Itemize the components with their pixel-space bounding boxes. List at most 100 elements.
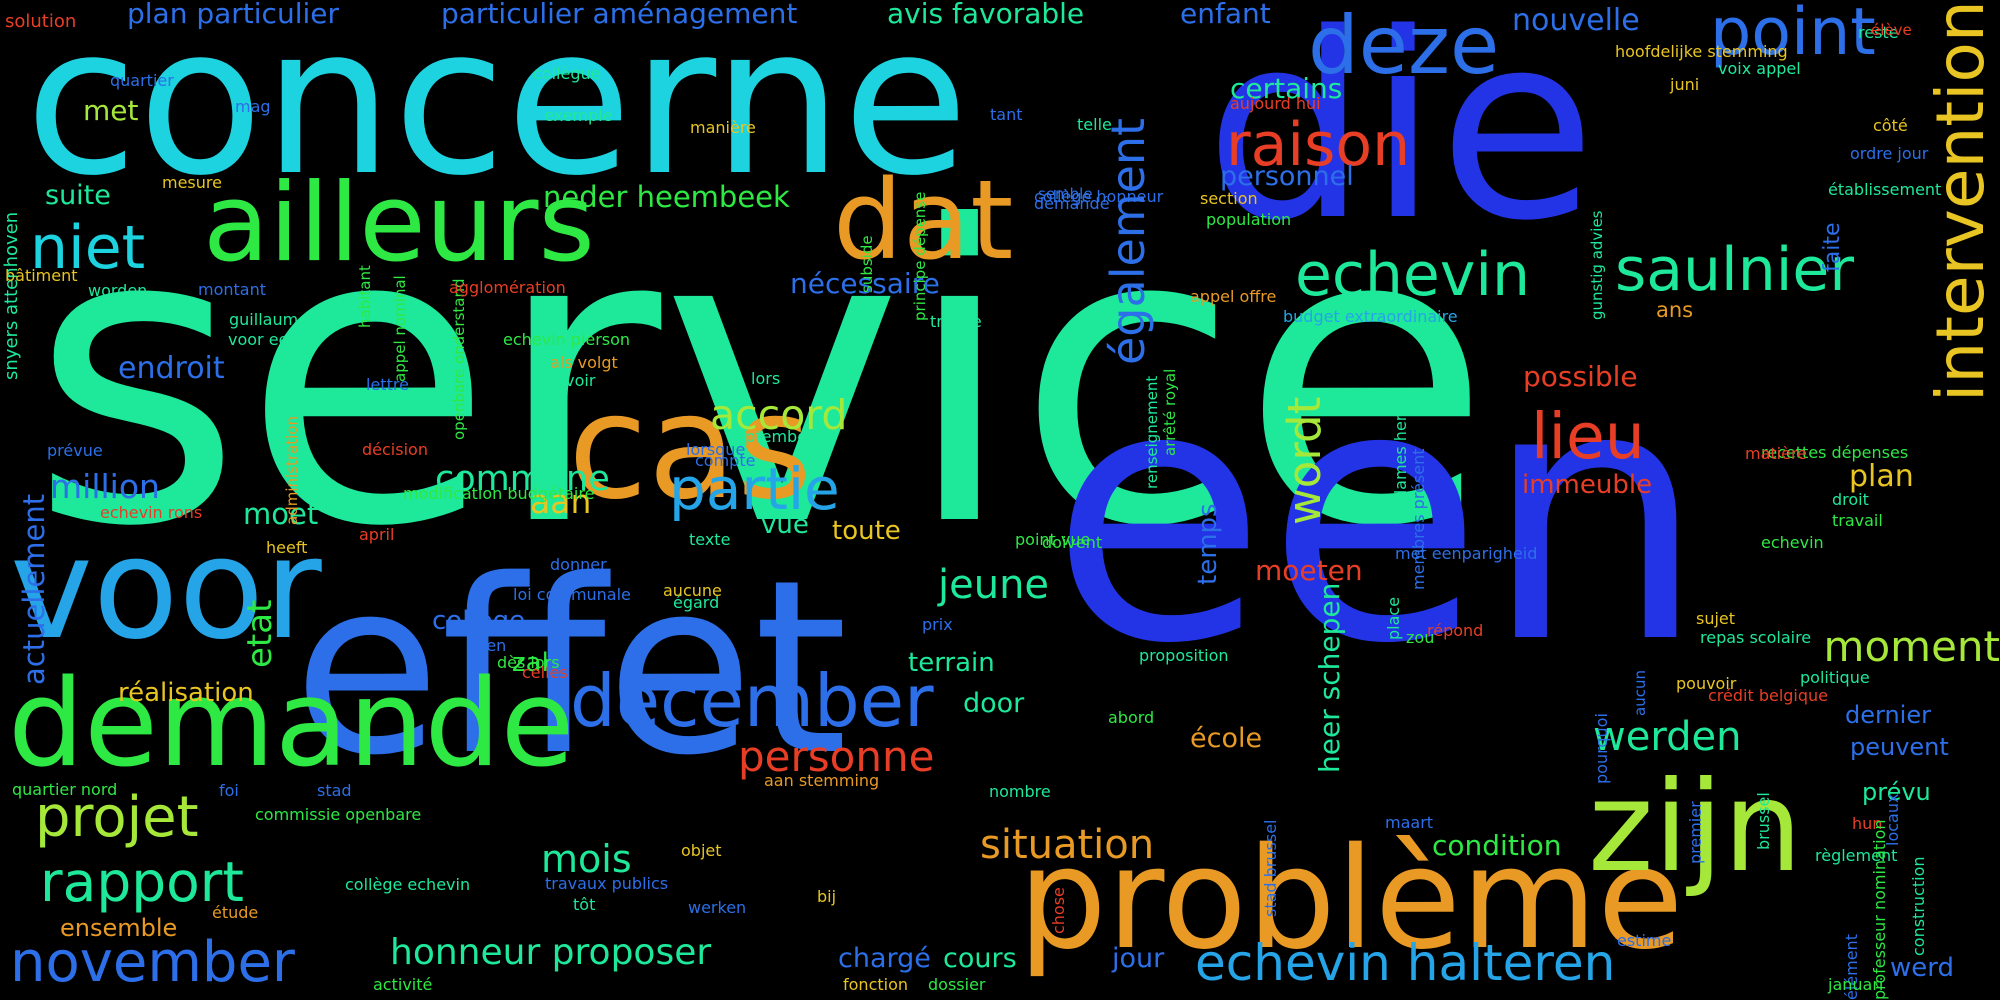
cloud-word: hoofdelijke stemming <box>1615 42 1788 61</box>
cloud-word: aujourd hui <box>1230 94 1321 113</box>
cloud-word: november <box>10 930 295 995</box>
cloud-word: celles <box>522 663 568 682</box>
cloud-word: zijn <box>1588 755 1803 900</box>
cloud-word: égard <box>673 593 720 612</box>
cloud-word: professeur nomination <box>1870 819 1889 1000</box>
cloud-word: januari <box>1828 975 1884 994</box>
cloud-word: problème <box>1018 818 1684 981</box>
cloud-word: million <box>50 467 160 506</box>
cloud-word: wordt <box>1278 396 1331 525</box>
cloud-word: avis favorable <box>887 0 1085 30</box>
cloud-word: saulnier <box>1615 235 1855 305</box>
cloud-word: certains <box>1230 72 1343 105</box>
cloud-word: dès lors <box>497 653 560 672</box>
cloud-word: aucun <box>1631 670 1649 716</box>
cloud-word: plan particulier <box>127 0 339 30</box>
cloud-word: agglomération <box>449 278 566 297</box>
cloud-word: deze <box>1308 0 1500 92</box>
cloud-word: dat <box>833 156 1014 284</box>
cloud-word: politique <box>1800 668 1870 687</box>
cloud-word: personne <box>738 732 935 781</box>
cloud-word: echevin <box>1295 240 1531 310</box>
cloud-word: service <box>30 141 1492 616</box>
cloud-word: rapport <box>40 850 244 914</box>
cloud-word: école <box>1190 723 1263 754</box>
cloud-word: partie <box>669 455 840 523</box>
cloud-word: renseignement <box>1143 375 1161 489</box>
cloud-word: ans <box>1656 298 1694 322</box>
cloud-word: faite <box>1820 222 1845 273</box>
cloud-word: habitant <box>356 265 374 328</box>
cloud-word: principe dépense <box>911 191 929 321</box>
cloud-word: réalisation <box>118 678 254 708</box>
cloud-word: ailleurs <box>203 161 595 286</box>
cloud-word: heer schepen <box>1313 582 1346 773</box>
cloud-word: appel nominal <box>391 275 409 382</box>
cloud-word: een <box>1050 311 1707 721</box>
cloud-word: fonction <box>843 975 909 994</box>
cloud-word: terrain <box>908 648 995 678</box>
cloud-word: aucune <box>663 581 722 600</box>
cloud-word: lorsque <box>686 440 746 459</box>
cloud-word: als volgt <box>550 353 618 372</box>
cloud-word: door <box>963 688 1025 719</box>
cloud-word: collège echevin <box>345 875 471 894</box>
cloud-word: zal <box>512 648 549 678</box>
cloud-word: ensemble <box>60 914 178 942</box>
cloud-word: tant <box>990 105 1023 124</box>
cloud-word: juni <box>1670 75 1700 94</box>
cloud-word: commune <box>435 459 610 499</box>
cloud-word: voix appel <box>1718 59 1801 78</box>
cloud-word: voor <box>10 508 322 671</box>
cloud-word: stad brussel <box>1261 819 1280 918</box>
cloud-word: répond <box>1427 621 1484 640</box>
cloud-word: echevin <box>1761 533 1824 552</box>
cloud-word: temps <box>1193 503 1223 585</box>
cloud-word: appel offre <box>1190 287 1277 306</box>
cloud-word: guillaume <box>229 310 309 329</box>
cloud-word: die <box>1205 0 1597 277</box>
cloud-word: chargé <box>838 943 931 974</box>
cloud-word: premier <box>1686 801 1705 864</box>
cloud-word: activité <box>373 975 433 994</box>
cloud-word: reste <box>1858 23 1899 42</box>
cloud-word: toute <box>832 516 901 546</box>
cloud-word: aan <box>530 482 592 521</box>
cloud-word: étude <box>212 903 259 922</box>
cloud-word: ordre jour <box>1850 144 1929 163</box>
cloud-word: place <box>1384 596 1403 640</box>
cloud-word: mois <box>541 837 632 881</box>
cloud-word: nécessaire <box>790 267 940 300</box>
cloud-word: effet <box>293 528 848 808</box>
cloud-word: abord <box>1108 708 1155 727</box>
cloud-word: moeten <box>1255 554 1363 587</box>
cloud-word: particulier aménagement <box>441 0 798 30</box>
cloud-word: budget extraordinaire <box>1283 307 1458 326</box>
cloud-word: gunstig advies <box>1588 210 1606 321</box>
cloud-word: immeuble <box>1522 470 1653 500</box>
cloud-word: situation <box>980 822 1155 868</box>
cloud-word: prévu <box>1862 778 1931 806</box>
cloud-word: également <box>1101 117 1155 365</box>
cloud-word: nombre <box>989 782 1051 801</box>
cloud-word: projet <box>35 785 199 850</box>
cloud-word: dernier <box>1845 701 1931 729</box>
cloud-word: membres présent <box>1409 448 1428 590</box>
cloud-word: établissement <box>1828 180 1942 199</box>
cloud-word: population <box>1206 210 1292 229</box>
cloud-word: droit <box>1832 490 1869 509</box>
cloud-word: lors <box>751 369 781 388</box>
cloud-word: december <box>570 659 934 743</box>
cloud-word: foi <box>219 781 239 800</box>
cloud-word: tôt <box>573 895 596 914</box>
cloud-word: arrêté royal <box>1161 368 1179 456</box>
cloud-word: manière <box>690 118 756 137</box>
cloud-word: etat <box>240 599 280 668</box>
cloud-word: lettre <box>366 375 409 394</box>
cloud-word: donner <box>550 555 607 574</box>
cloud-word: compte <box>695 451 756 470</box>
cloud-word: jeune <box>938 562 1050 608</box>
cloud-word: sen <box>478 636 507 655</box>
cloud-word: aan stemming <box>764 771 880 790</box>
cloud-word: maart <box>1385 813 1434 832</box>
